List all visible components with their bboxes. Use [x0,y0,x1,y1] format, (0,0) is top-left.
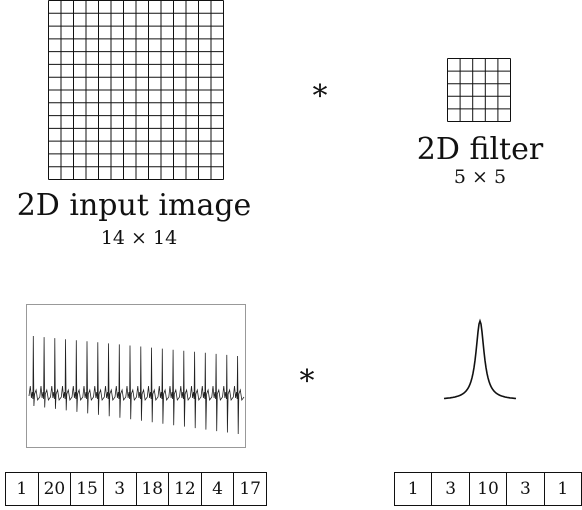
input-image-grid [48,0,224,180]
filter-kernel-curve [440,316,520,406]
signal-value-cell: 12 [169,473,202,505]
signal-value-cell: 17 [234,473,266,505]
signal-value-cell: 18 [137,473,170,505]
filter-value-cell: 3 [507,473,544,505]
filter-value-cell: 10 [470,473,507,505]
signal-waveform [26,304,246,448]
grid-lines [49,1,224,180]
convolution-operator-2d: * [305,82,335,112]
filter-values-array: 1 3 10 3 1 [394,472,582,506]
signal-values-array: 1 20 15 3 18 12 4 17 [5,472,267,506]
filter-value-cell: 1 [545,473,581,505]
input-image-label: 2D input image [0,190,268,222]
grid-lines [448,59,511,122]
input-image-size: 14 × 14 [0,228,278,248]
signal-value-cell: 20 [39,473,72,505]
signal-value-cell: 15 [71,473,104,505]
filter-value-cell: 3 [432,473,469,505]
filter-label: 2D filter [398,134,562,166]
filter-grid [447,58,511,122]
filter-size: 5 × 5 [398,167,562,187]
convolution-operator-1d: * [292,367,322,397]
signal-value-cell: 3 [104,473,137,505]
filter-value-cell: 1 [395,473,432,505]
signal-value-cell: 4 [202,473,235,505]
signal-frame [27,305,246,448]
kernel-line [444,321,516,399]
signal-value-cell: 1 [6,473,39,505]
